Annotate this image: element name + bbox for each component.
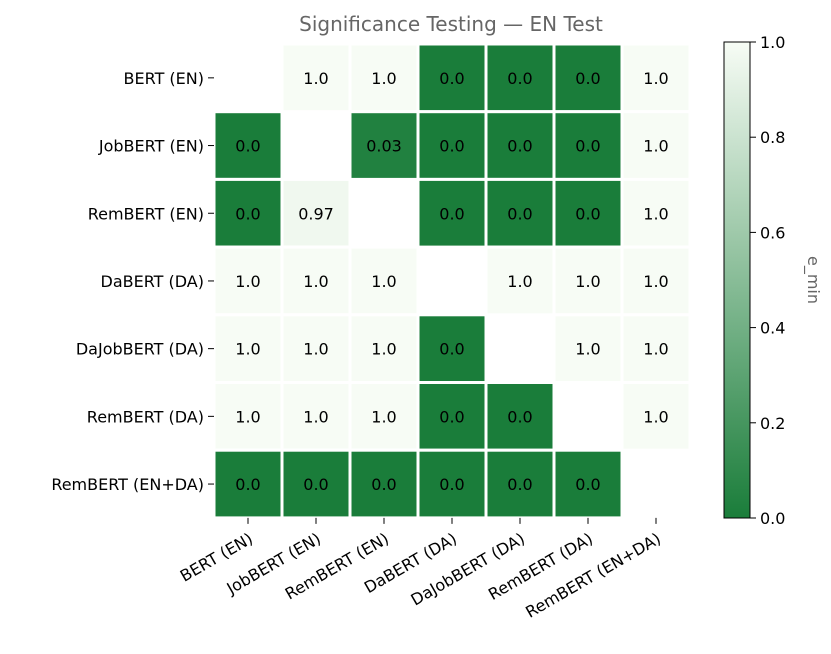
cell-value-label: 0.97 — [298, 204, 334, 223]
cell-value-label: 1.0 — [643, 272, 668, 291]
cell-value-label: 0.0 — [439, 475, 464, 494]
cell-value-label: 1.0 — [643, 340, 668, 359]
y-tick-label: DaBERT (DA) — [101, 272, 205, 291]
cell-value-label: 1.0 — [507, 272, 532, 291]
y-tick-label: RemBERT (EN) — [88, 204, 204, 223]
colorbar-tick-label: 0.4 — [760, 319, 785, 338]
cell-value-label: 1.0 — [371, 272, 396, 291]
y-tick-label: DaJobBERT (DA) — [76, 340, 204, 359]
colorbar-label: e_min — [803, 256, 823, 304]
cell-value-label: 0.03 — [366, 137, 402, 156]
colorbar-tick-label: 0.6 — [760, 223, 785, 242]
cell-value-label: 1.0 — [643, 204, 668, 223]
colorbar-tick-label: 0.8 — [760, 128, 785, 147]
heatmap-cell — [280, 245, 352, 317]
y-tick-label: RemBERT (DA) — [87, 407, 204, 426]
cell-value-label: 0.0 — [575, 475, 600, 494]
cell-value-label: 1.0 — [371, 340, 396, 359]
heatmap-cell — [620, 110, 692, 181]
heatmap-cell — [620, 42, 692, 114]
heatmap-cell — [280, 177, 352, 249]
cell-value-label: 1.0 — [643, 407, 668, 426]
heatmap-cell — [348, 110, 420, 181]
cell-value-label: 0.0 — [303, 475, 328, 494]
colorbar-scale — [723, 41, 751, 519]
heatmap-cell — [280, 42, 352, 114]
cell-value-label: 0.0 — [439, 340, 464, 359]
y-tick-label: RemBERT (EN+DA) — [51, 475, 204, 494]
y-axis: BERT (EN) JobBERT (EN) RemBERT (EN) DaBERT … — [51, 69, 214, 494]
cell-value-label: 1.0 — [235, 340, 260, 359]
heatmap-cell — [484, 110, 556, 181]
cell-value-label: 0.0 — [507, 69, 532, 88]
heatmap-cell — [484, 177, 556, 249]
colorbar-tick-label: 0.0 — [760, 509, 785, 528]
y-tick-label: JobBERT (EN) — [98, 137, 204, 156]
heatmap-cell — [552, 177, 624, 249]
heatmap-cell — [212, 245, 284, 317]
colorbar-tick-label: 0.2 — [760, 414, 785, 433]
cell-value-label: 0.0 — [439, 137, 464, 156]
colorbar-tick-label: 1.0 — [760, 33, 785, 52]
heatmap-cell — [212, 448, 284, 520]
heatmap-cell — [212, 381, 284, 452]
cell-value-label: 1.0 — [303, 69, 328, 88]
heatmap-cell-labels: 1.0 1.0 0.0 0.0 0.0 1.0 0.0 0.03 0.0 0.0 0.0 1.0 0.0… — [235, 69, 668, 494]
cell-value-label: 1.0 — [235, 272, 260, 291]
cell-value-label: 1.0 — [303, 272, 328, 291]
cell-value-label: 0.0 — [439, 407, 464, 426]
heatmap-cell — [552, 245, 624, 317]
cell-value-label: 1.0 — [303, 407, 328, 426]
cell-value-label: 0.0 — [439, 204, 464, 223]
heatmap-cell — [620, 313, 692, 384]
cell-value-label: 1.0 — [643, 69, 668, 88]
cell-value-label: 1.0 — [371, 69, 396, 88]
cell-value-label: 0.0 — [575, 137, 600, 156]
cell-value-label: 1.0 — [575, 272, 600, 291]
heatmap-cells — [212, 42, 692, 520]
x-tick-label: DaJobBERT (DA) — [408, 529, 528, 610]
heatmap-cell — [348, 313, 420, 384]
heatmap-cell — [552, 313, 624, 384]
cell-value-label: 0.0 — [507, 204, 532, 223]
cell-value-label: 1.0 — [303, 340, 328, 359]
cell-value-label: 0.0 — [235, 475, 260, 494]
cell-value-label: 0.0 — [439, 69, 464, 88]
y-tick-label: BERT (EN) — [124, 69, 204, 88]
cell-value-label: 1.0 — [235, 407, 260, 426]
heatmap-cell — [484, 245, 556, 317]
cell-value-label: 0.0 — [235, 137, 260, 156]
x-axis: BERT (EN)JobBERT (EN)RemBERT (EN)DaBERT … — [177, 517, 664, 622]
cell-value-label: 0.0 — [371, 475, 396, 494]
cell-value-label: 0.0 — [507, 137, 532, 156]
colorbar-ticks: 0.0 0.2 0.4 0.6 0.8 1.0 — [750, 33, 785, 528]
cell-value-label: 1.0 — [643, 137, 668, 156]
heatmap-cell — [620, 381, 692, 452]
cell-value-label: 0.0 — [507, 475, 532, 494]
cell-value-label: 0.0 — [235, 204, 260, 223]
chart-title: Significance Testing — EN Test — [299, 12, 603, 36]
heatmap-cell — [620, 245, 692, 317]
cell-value-label: 0.0 — [575, 204, 600, 223]
cell-value-label: 0.0 — [575, 69, 600, 88]
cell-value-label: 1.0 — [575, 340, 600, 359]
cell-value-label: 0.0 — [507, 407, 532, 426]
colorbar: 0.0 0.2 0.4 0.6 0.8 1.0 e_min — [723, 33, 823, 528]
cell-value-label: 1.0 — [371, 407, 396, 426]
